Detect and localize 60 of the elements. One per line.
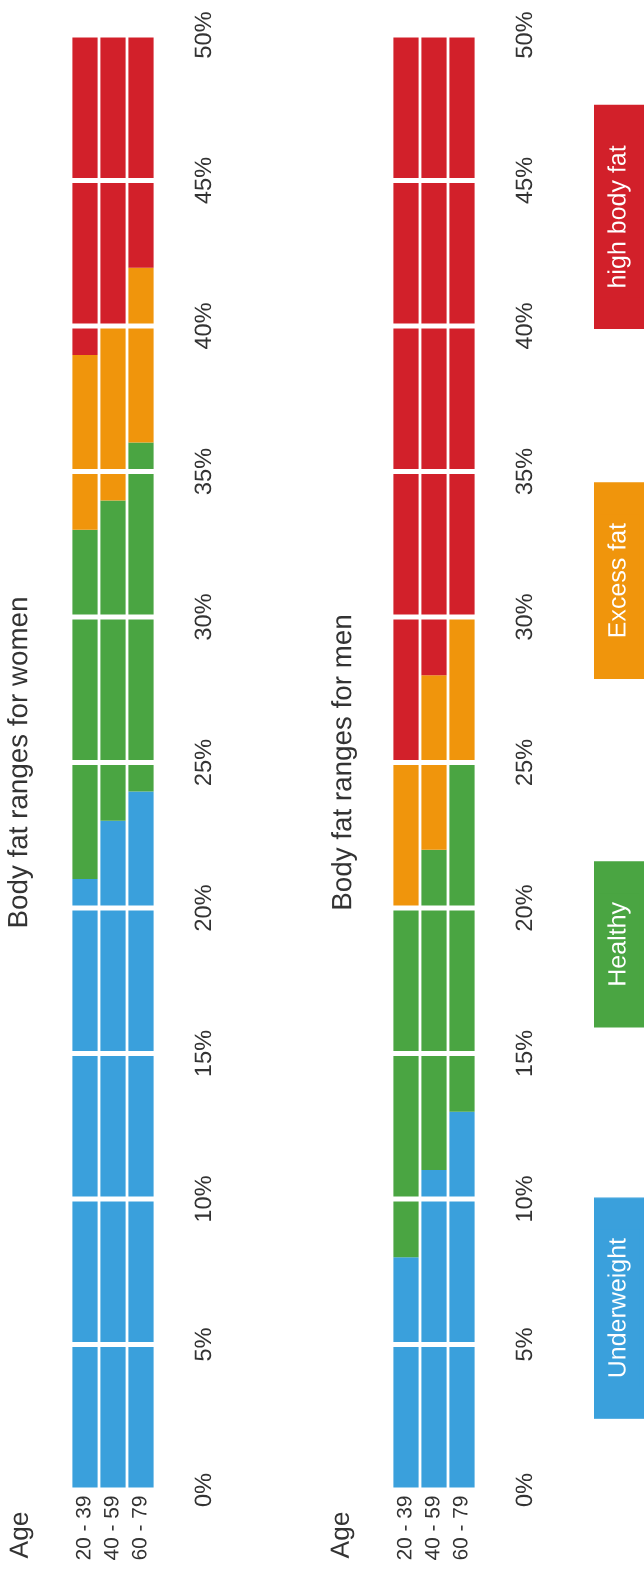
y-tick-label: 10% — [194, 1176, 212, 1221]
text: high body fat — [607, 145, 631, 287]
x-tick-label: 20 - 39 — [75, 1496, 91, 1560]
y-tick-label: 10% — [515, 1176, 533, 1221]
bar — [128, 35, 154, 268]
bar — [72, 355, 98, 530]
text: Excess fat — [607, 523, 626, 637]
y-tick-label: 50% — [194, 12, 212, 58]
y-tick-label: 30% — [194, 594, 212, 640]
bar — [421, 675, 447, 850]
y-tick-label: 0% — [515, 1473, 533, 1507]
bar — [421, 35, 447, 676]
y-tick-label: 20% — [194, 885, 212, 931]
text: Age — [330, 1512, 355, 1559]
bar — [72, 529, 98, 879]
text: Age — [9, 1512, 34, 1559]
bar — [72, 878, 98, 1490]
text: Underweight — [607, 1238, 631, 1377]
y-tick-label: 20% — [515, 885, 533, 931]
bar — [449, 35, 475, 617]
bar — [128, 791, 154, 1490]
x-tick-label: 60 - 79 — [131, 1496, 147, 1560]
y-tick-label: 40% — [194, 303, 212, 350]
y-tick-label: 45% — [194, 157, 212, 204]
y-tick-label: 35% — [194, 448, 212, 495]
y-tick-label: 50% — [515, 12, 533, 58]
y-tick-label: 25% — [515, 739, 533, 785]
y-tick-label: 5% — [194, 1328, 212, 1361]
y-tick-label: 25% — [194, 739, 212, 785]
bar — [72, 35, 98, 356]
bar — [128, 267, 154, 443]
bar — [393, 762, 419, 908]
bar — [100, 820, 126, 1490]
bar — [449, 617, 475, 763]
bar — [393, 1257, 419, 1490]
bar — [100, 35, 126, 326]
y-tick-label: 0% — [194, 1473, 212, 1507]
bar — [393, 35, 419, 763]
x-tick-label: 60 - 79 — [452, 1496, 468, 1560]
x-tick-label: 20 - 39 — [396, 1496, 412, 1560]
text: Healthy — [607, 902, 631, 985]
bar — [393, 908, 419, 1258]
y-tick-label: 30% — [515, 594, 533, 640]
y-tick-label: 45% — [515, 157, 533, 204]
bar — [100, 500, 126, 821]
text: Body fat ranges for women — [7, 598, 33, 927]
text: Body fat ranges for men — [331, 616, 357, 909]
bar — [100, 326, 126, 501]
y-tick-label: 15% — [194, 1030, 212, 1076]
bar — [421, 849, 447, 1170]
bar — [128, 442, 154, 792]
bar — [449, 1111, 475, 1490]
x-tick-label: 40 - 59 — [424, 1496, 440, 1560]
y-tick-label: 5% — [515, 1328, 533, 1361]
y-tick-label: 40% — [515, 303, 533, 350]
y-tick-label: 15% — [515, 1030, 533, 1076]
bar — [449, 762, 475, 1112]
y-tick-label: 35% — [515, 448, 533, 495]
bar — [421, 1169, 447, 1490]
x-tick-label: 40 - 59 — [103, 1496, 119, 1560]
